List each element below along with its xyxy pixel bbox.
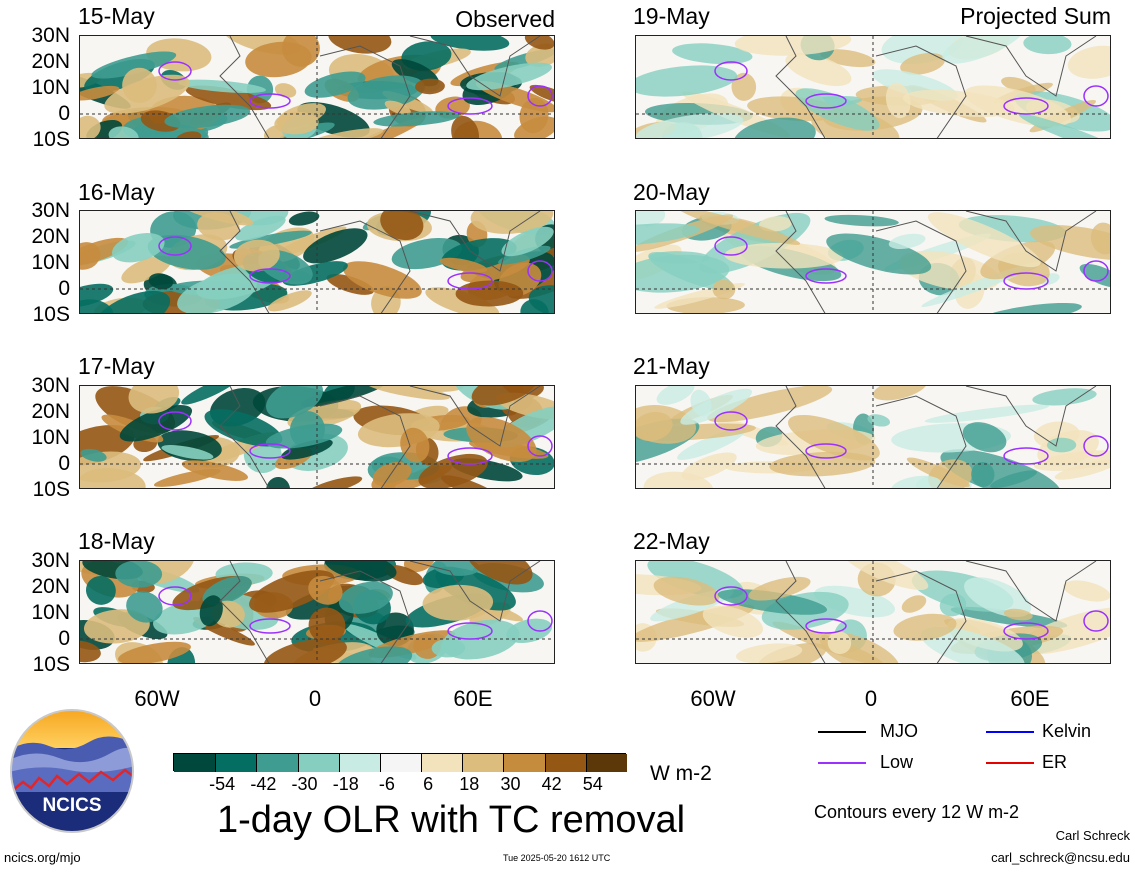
lat-label: 20N xyxy=(31,400,70,423)
lat-label: 20N xyxy=(31,575,70,598)
olr-map-15-may xyxy=(79,35,555,139)
lat-label: 10S xyxy=(32,478,70,501)
lat-label: 10S xyxy=(32,653,70,676)
panel-date-22-may: 22-May xyxy=(633,528,710,554)
lat-label: 10N xyxy=(31,601,70,624)
olr-map-19-may xyxy=(635,35,1111,139)
colorbar-swatch xyxy=(503,754,546,772)
olr-map-21-may xyxy=(635,385,1111,489)
observed-label: Observed xyxy=(455,6,555,32)
colorbar-swatch xyxy=(379,754,422,772)
colorbar-swatch xyxy=(544,754,587,772)
panel-date-17-may: 17-May xyxy=(78,353,155,379)
colorbar-tick-label: 54 xyxy=(582,774,603,794)
source-url: ncics.org/mjo xyxy=(4,850,81,865)
author-email: carl_schreck@ncsu.edu xyxy=(991,850,1130,865)
legend-er-label: ER xyxy=(1042,752,1068,772)
colorbar-swatch xyxy=(585,754,628,772)
lat-label: 30N xyxy=(31,549,70,572)
lon-label-60e-right: 60E xyxy=(1010,686,1050,711)
colorbar-swatch xyxy=(174,754,216,772)
panel-date-19-may: 19-May xyxy=(633,3,710,29)
timestamp: Tue 2025-05-20 1612 UTC xyxy=(503,853,611,863)
panel-date-18-may: 18-May xyxy=(78,528,155,554)
panel-date-21-may: 21-May xyxy=(633,353,710,379)
olr-map-18-may xyxy=(79,560,555,664)
colorbar-swatch xyxy=(421,754,463,772)
lat-label: 0 xyxy=(58,627,70,650)
lat-label: 20N xyxy=(31,225,70,248)
colorbar-tick-label: -30 xyxy=(291,774,318,794)
panel-date-16-may: 16-May xyxy=(78,179,155,205)
lat-label: 10N xyxy=(31,251,70,274)
colorbar-tick-label: -54 xyxy=(209,774,236,794)
contours-note: Contours every 12 W m-2 xyxy=(814,802,1020,822)
lat-label: 30N xyxy=(31,374,70,397)
colorbar-tick-label: 30 xyxy=(500,774,521,794)
colorbar-swatch xyxy=(256,754,299,772)
lat-label: 10S xyxy=(32,303,70,326)
olr-map-16-may xyxy=(79,210,555,314)
colorbar-swatch xyxy=(462,754,504,772)
figure-title: 1-day OLR with TC removal xyxy=(217,799,686,841)
colorbar-tick-label: -18 xyxy=(332,774,359,794)
olr-map-20-may xyxy=(635,210,1111,314)
author: Carl Schreck xyxy=(1055,828,1130,843)
lat-label: 20N xyxy=(31,50,70,73)
lat-label: 0 xyxy=(58,277,70,300)
legend-kelvin-line xyxy=(986,731,1034,733)
lon-label-60w-left: 60W xyxy=(134,686,180,711)
lon-label-0-right: 0 xyxy=(864,686,878,711)
colorbar-tick-label: 6 xyxy=(423,774,434,794)
lat-label: 10N xyxy=(31,76,70,99)
lon-label-0-left: 0 xyxy=(308,686,322,711)
colorbar-tick-label: 18 xyxy=(459,774,480,794)
colorbar xyxy=(173,753,628,772)
lat-label: 0 xyxy=(58,102,70,125)
lat-label: 10N xyxy=(31,426,70,449)
colorbar-tick-label: -6 xyxy=(378,774,395,794)
olr-map-17-may xyxy=(79,385,555,489)
panel-date-20-may: 20-May xyxy=(633,179,710,205)
colorbar-swatch xyxy=(297,754,340,772)
colorbar-tick-label: -42 xyxy=(250,774,277,794)
panel-date-15-may: 15-May xyxy=(78,3,155,29)
legend-er-line xyxy=(986,762,1034,764)
legend-mjo-line xyxy=(818,731,866,733)
lon-label-60e-left: 60E xyxy=(453,686,493,711)
lat-label: 30N xyxy=(31,24,70,47)
legend-low-line xyxy=(818,762,866,764)
colorbar-swatch xyxy=(215,754,257,772)
colorbar-tick-label: 42 xyxy=(541,774,562,794)
legend-kelvin-label: Kelvin xyxy=(1042,721,1092,741)
colorbar-swatch xyxy=(338,754,381,772)
lat-label: 10S xyxy=(32,128,70,151)
legend-low-label: Low xyxy=(880,752,914,772)
legend-mjo-label: MJO xyxy=(880,721,918,741)
lat-label: 30N xyxy=(31,199,70,222)
olr-map-22-may xyxy=(635,560,1111,664)
lon-label-60w-right: 60W xyxy=(690,686,736,711)
logo-text: NCICS xyxy=(42,795,101,816)
lat-label: 0 xyxy=(58,452,70,475)
ncics-logo: NCICS xyxy=(9,708,135,834)
colorbar-units: W m-2 xyxy=(650,762,712,785)
projected-sum-label: Projected Sum xyxy=(960,3,1111,29)
